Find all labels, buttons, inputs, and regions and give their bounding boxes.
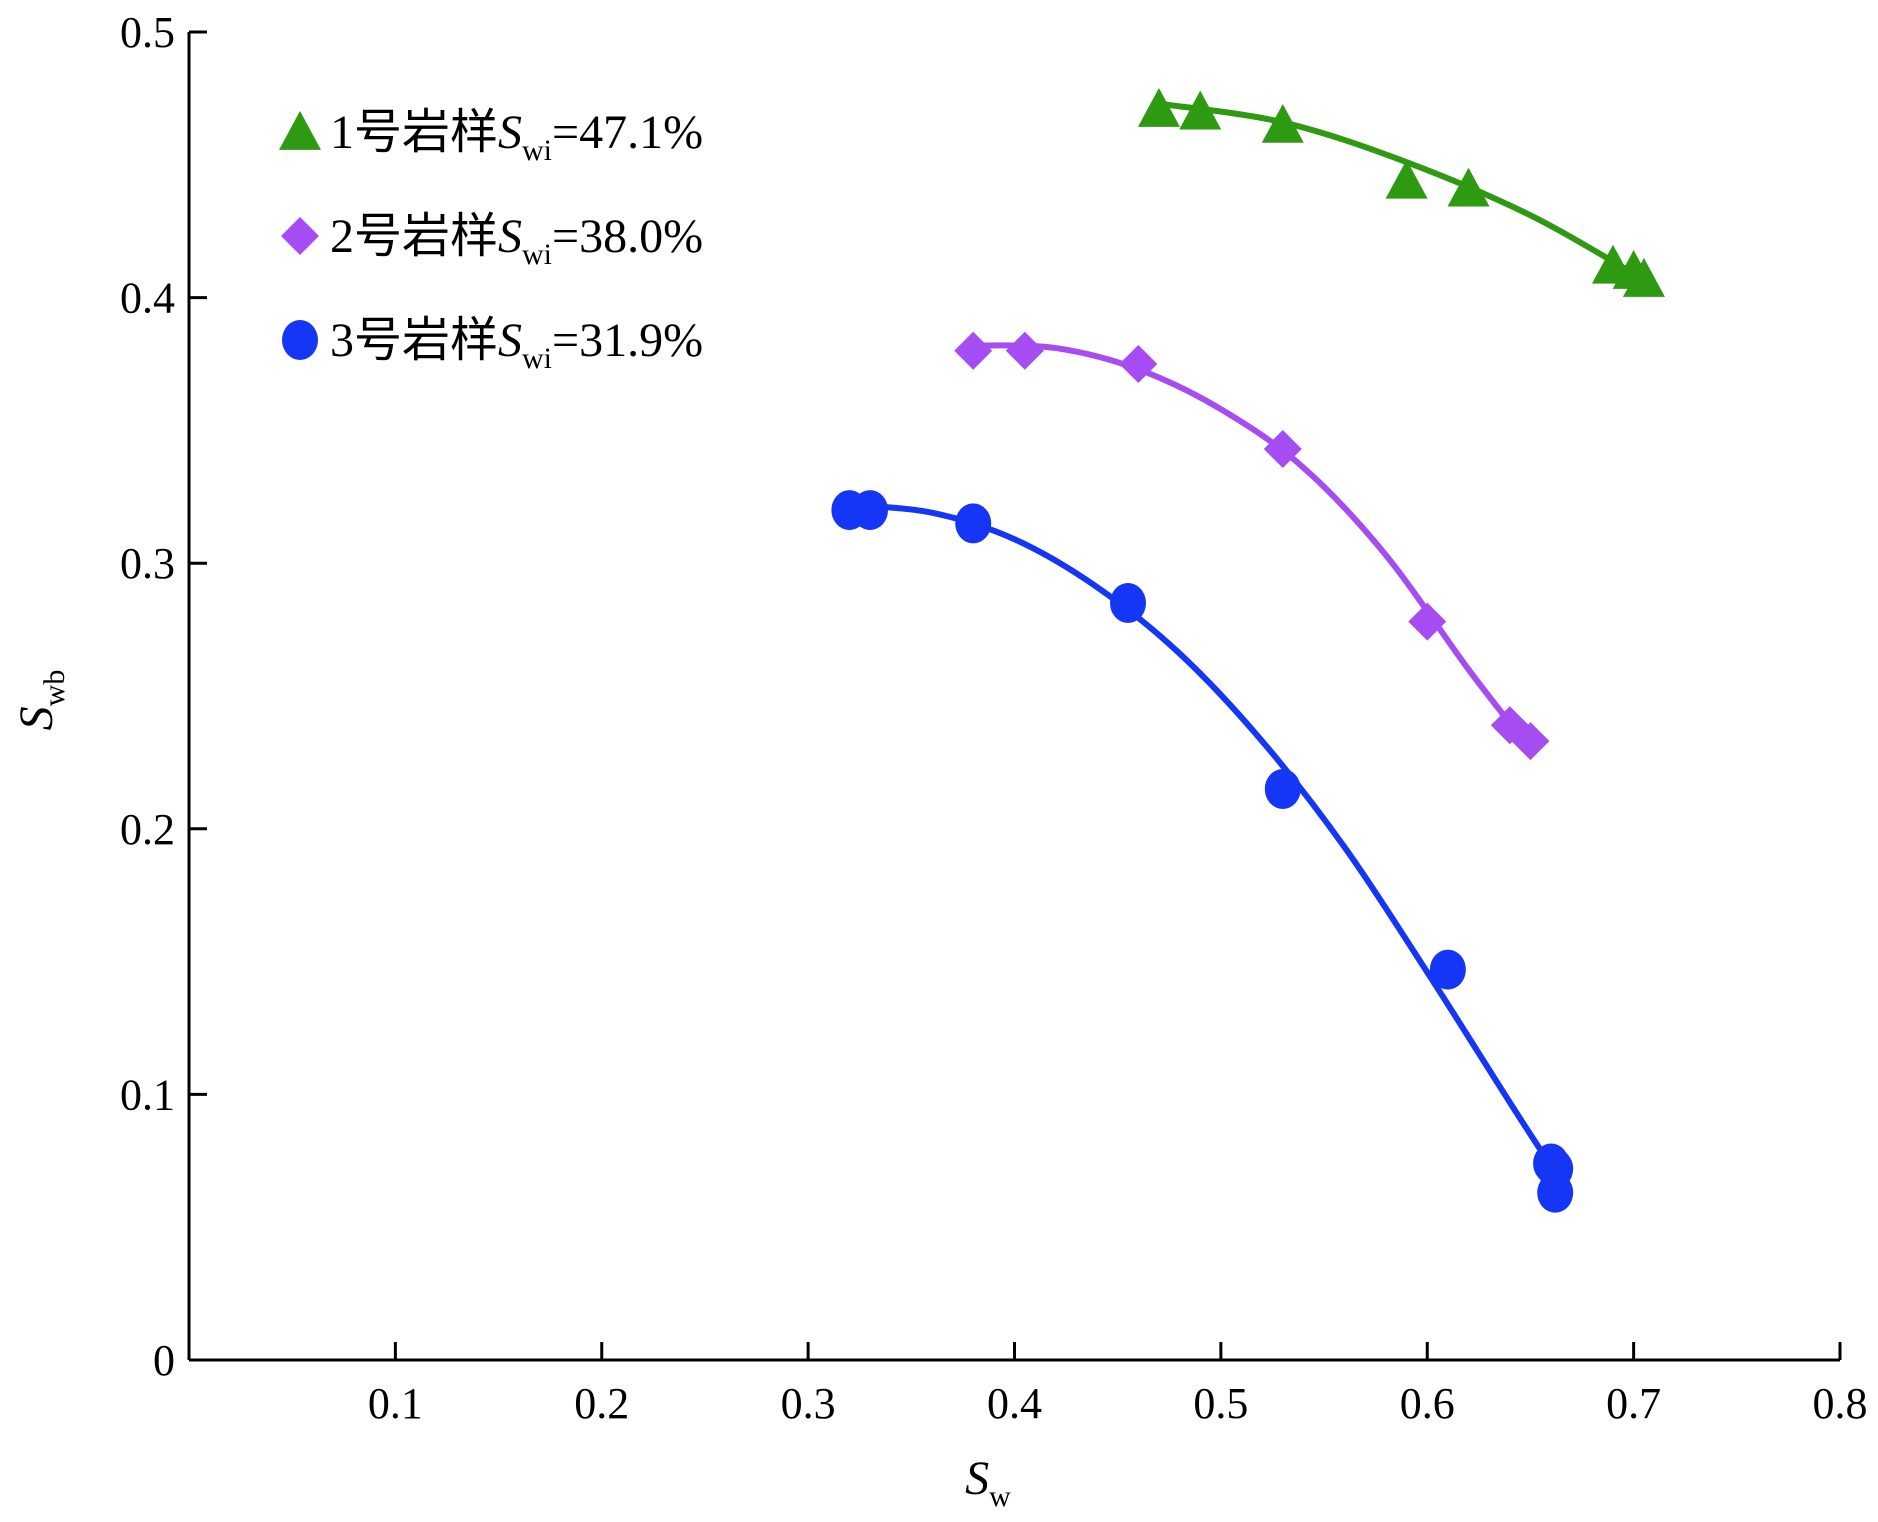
data-point-series-1 [1447, 167, 1490, 207]
x-ticks: 0.1 0.2 0.3 0.4 0.5 0.6 0.7 0.8 [368, 1342, 1868, 1428]
data-point-series-1 [1137, 88, 1180, 127]
legend-marker-2 [281, 217, 319, 255]
legend-marker-1 [279, 111, 321, 150]
data-point-series-2 [1119, 345, 1158, 383]
y-tick-label: 0.3 [120, 539, 175, 588]
data-point-series-3 [1264, 768, 1301, 809]
data-point-series-1 [1179, 90, 1222, 130]
data-point-series-1 [1261, 103, 1304, 143]
y-tick-label: 0 [153, 1336, 175, 1385]
y-axis-title: Swb [10, 670, 71, 731]
data-points [831, 88, 1665, 1213]
x-tick-label: 0.8 [1813, 1379, 1868, 1428]
data-point-series-2 [1408, 602, 1447, 641]
y-tick-label: 0.1 [120, 1070, 175, 1119]
data-point-series-3 [852, 490, 889, 531]
data-point-series-3 [955, 503, 992, 544]
legend: 1号岩样Swi=47.1% 2号岩样Swi=38.0% 3号岩样Swi=31.9% [279, 106, 703, 375]
y-ticks: 0 0.1 0.2 0.3 0.4 0.5 [120, 8, 207, 1385]
data-point-series-1 [1385, 159, 1428, 199]
legend-marker-3 [282, 320, 318, 360]
fit-curves [846, 100, 1637, 1170]
fit-curve-3 [846, 501, 1555, 1170]
data-point-series-3 [1429, 949, 1466, 990]
data-point-series-1 [1622, 258, 1665, 297]
data-point-series-2 [1263, 429, 1302, 468]
data-point-series-2 [954, 331, 993, 370]
legend-label-2: 2号岩样Swi=38.0% [330, 210, 703, 271]
data-point-series-3 [1110, 583, 1147, 624]
fit-curve-2 [970, 342, 1534, 753]
x-tick-label: 0.1 [368, 1379, 423, 1428]
x-tick-label: 0.7 [1606, 1379, 1661, 1428]
data-point-series-2 [1511, 722, 1550, 761]
legend-label-3: 3号岩样Swi=31.9% [330, 314, 703, 375]
legend-label-1: 1号岩样Swi=47.1% [330, 106, 703, 167]
x-tick-label: 0.2 [574, 1379, 629, 1428]
x-tick-label: 0.3 [781, 1379, 836, 1428]
y-tick-label: 0.4 [120, 274, 175, 323]
data-point-series-3 [1537, 1172, 1574, 1213]
data-point-series-2 [1005, 331, 1044, 370]
y-tick-label: 0.5 [120, 8, 175, 57]
x-tick-label: 0.6 [1400, 1379, 1455, 1428]
x-axis-title: Sw [965, 1452, 1011, 1513]
x-tick-label: 0.4 [987, 1379, 1042, 1428]
x-tick-label: 0.5 [1193, 1379, 1248, 1428]
y-tick-label: 0.2 [120, 805, 175, 854]
